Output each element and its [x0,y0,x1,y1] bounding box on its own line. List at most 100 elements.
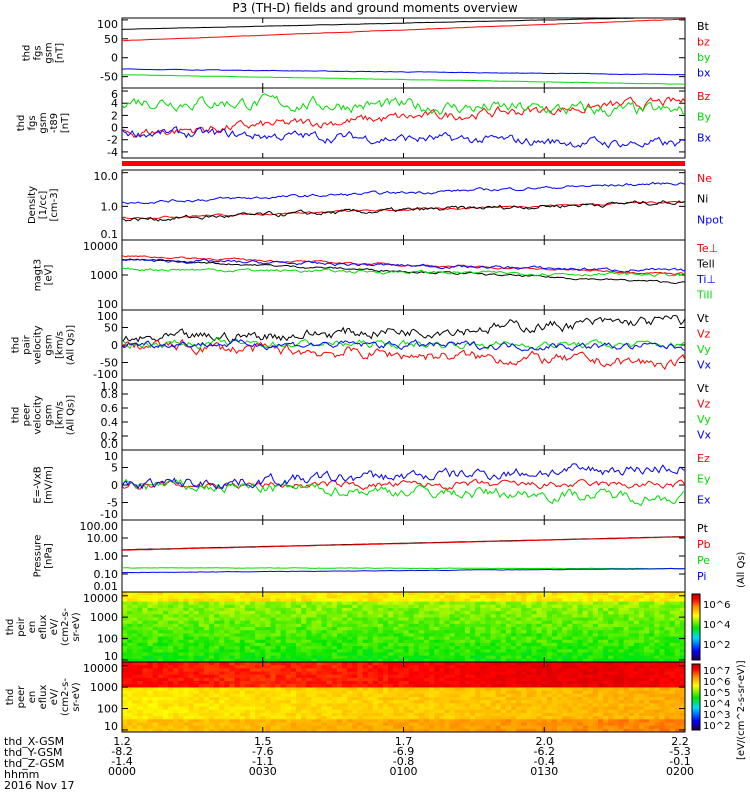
spectrogram-cell [470,658,476,663]
spectrogram-cell [311,684,317,688]
spectrogram-cell [434,639,440,644]
spectrogram-cell [198,623,205,628]
spectrogram-cell [311,652,317,657]
spectrogram-cell [485,598,492,603]
spectrogram-cell [142,601,149,606]
spectrogram-cell [270,611,277,615]
spectrogram-cell [301,633,307,638]
spectrogram-cell [316,639,323,644]
spectrogram-cell [592,595,599,599]
spectrogram-cell [275,611,282,615]
spectrogram-cell [423,665,430,669]
spectrogram-cell [234,725,241,730]
spectrogram-cell [444,604,451,609]
spectrogram-cell [521,716,527,720]
spectrogram-cell [393,668,399,673]
spectrogram-cell [285,611,292,615]
spectrogram-cell [439,706,445,711]
spectrogram-cell [265,728,271,733]
spectrogram-cell [485,690,492,695]
spectrogram-cell [342,722,348,727]
spectrogram-cell [644,649,650,653]
spectrogram-cell [326,604,333,609]
spectrogram-cell [510,636,517,641]
spectrogram-cell [500,693,507,698]
spectrogram-cell [265,684,271,688]
spectrogram-cell [152,684,159,688]
spectrogram-cell [418,719,425,723]
series-line-Npot [121,181,686,205]
y-axis-label-line: gsm [38,112,49,133]
spectrogram-cell [679,646,686,650]
spectrogram-cell [654,611,660,615]
spectrogram-cell [536,658,543,663]
spectrogram-cell [301,630,307,634]
spectrogram-cell [664,646,671,650]
spectrogram-cell [459,722,466,727]
spectrogram-cell [613,665,619,669]
spectrogram-cell [178,716,184,720]
spectrogram-cell [162,700,169,704]
spectrogram-cell [316,697,323,701]
spectrogram-cell [362,655,369,660]
spectrogram-cell [249,649,256,653]
spectrogram-cell [526,712,532,717]
spectrogram-cell [301,722,307,727]
spectrogram-cell [521,604,527,609]
spectrogram-cell [516,687,522,692]
spectrogram-cell [572,690,579,695]
spectrogram-cell [669,611,676,615]
spectrogram-cell [480,662,486,666]
spectrogram-cell [383,687,389,692]
spectrogram-cell [608,706,614,711]
spectrogram-cell [188,665,195,669]
spectrogram-cell [638,655,645,660]
spectrogram-cell [265,677,271,682]
y-tick-label: -50 [100,357,118,370]
spectrogram-cell [500,728,507,733]
spectrogram-cell [260,639,266,644]
spectrogram-cell [603,598,609,603]
spectrogram-cell [178,617,184,622]
colorbar-cell [692,620,700,623]
spectrogram-cell [137,719,143,723]
spectrogram-cell [388,674,394,679]
spectrogram-cell [203,636,210,641]
spectrogram-cell [301,604,307,609]
spectrogram-cell [137,623,143,628]
spectrogram-cell [178,668,184,673]
spectrogram-cell [249,633,256,638]
spectrogram-cell [475,642,481,647]
spectrogram-cell [592,598,599,603]
spectrogram-cell [557,728,563,733]
spectrogram-cell [152,665,159,669]
spectrogram-cell [644,655,650,660]
spectrogram-cell [393,671,399,676]
spectrogram-cell [331,592,338,596]
legend-bx: bx [697,67,711,80]
spectrogram-cell [316,674,323,679]
spectrogram-cell [377,611,384,615]
spectrogram-cell [592,601,599,606]
spectrogram-cell [137,598,143,603]
spectrogram-cell [423,668,430,673]
spectrogram-cell [352,620,358,625]
spectrogram-cell [536,617,543,622]
spectrogram-cell [383,595,389,599]
spectrogram-cell [521,662,527,666]
spectrogram-cell [331,627,338,631]
spectrogram-cell [608,655,614,660]
spectrogram-cell [516,607,522,612]
spectrogram-cell [188,598,195,603]
spectrogram-cell [152,627,159,631]
spectrogram-cell [613,697,619,701]
spectrogram-cell [500,652,507,657]
spectrogram-cell [301,693,307,698]
spectrogram-cell [342,684,348,688]
spectrogram-cell [623,677,630,682]
spectrogram-cell [352,709,358,714]
spectrogram-cell [628,604,635,609]
spectrogram-cell [623,662,630,666]
spectrogram-cell [429,592,435,596]
spectrogram-cell [551,709,558,714]
